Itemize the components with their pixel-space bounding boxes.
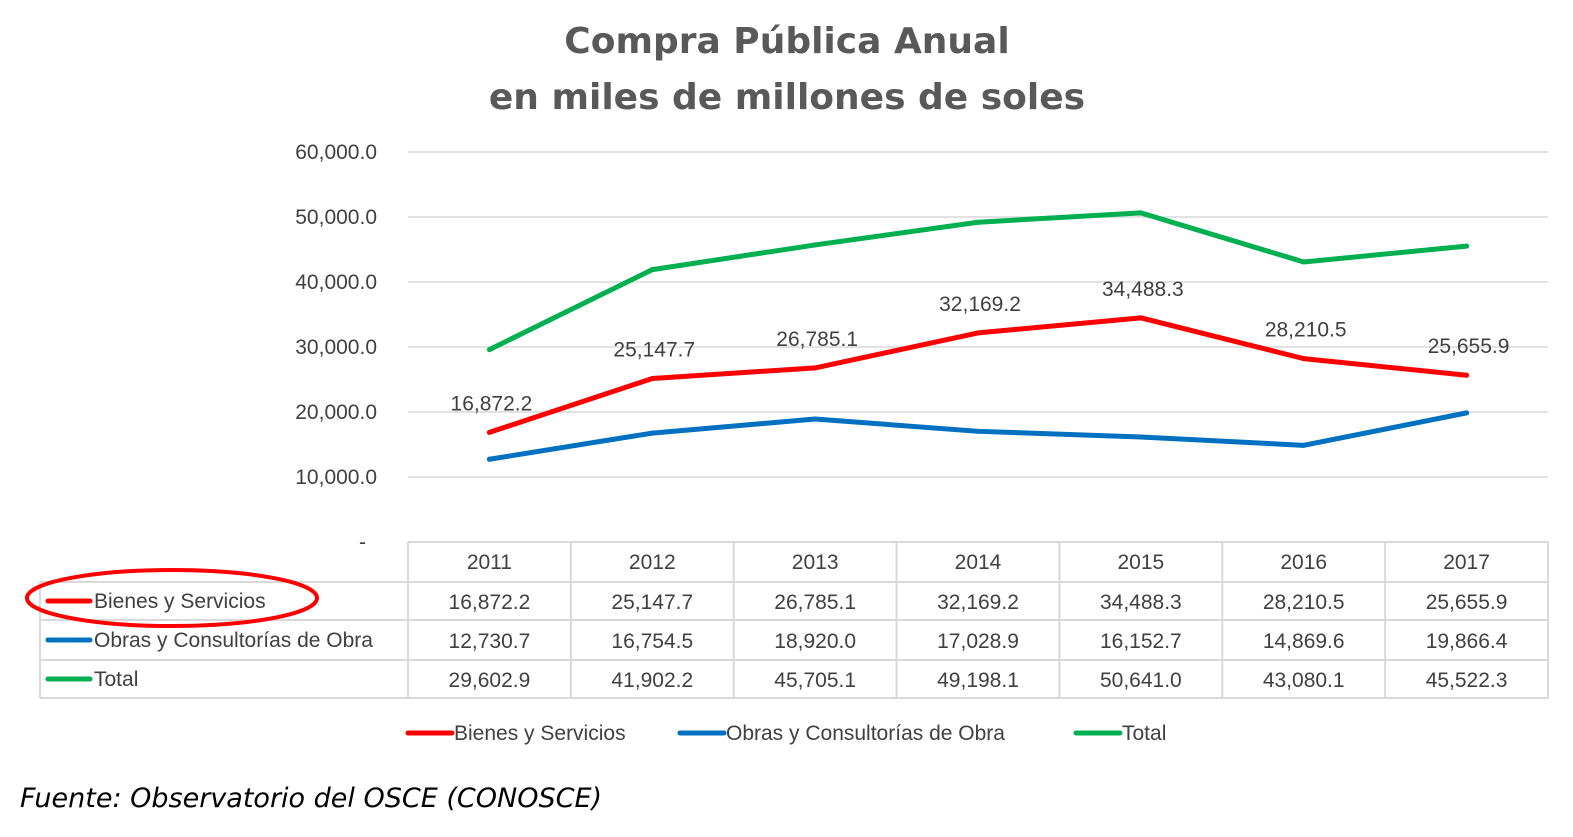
data-point: [1301, 356, 1307, 362]
chart-title-line: Compra Pública Anual: [564, 21, 1009, 62]
data-label: 26,785.1: [776, 328, 858, 351]
highlight-ellipse: [25, 568, 319, 628]
table-cell: 16,152.7: [1100, 630, 1182, 653]
table-cell: 16,754.5: [611, 630, 693, 653]
y-tick-label: -: [359, 531, 366, 554]
table-cell: 14,869.6: [1263, 630, 1345, 653]
x-category-label: 2014: [955, 551, 1002, 574]
data-label: 34,488.3: [1102, 278, 1184, 301]
data-point: [812, 416, 818, 422]
table-cell: 25,655.9: [1426, 591, 1508, 614]
y-tick-label: 30,000.0: [295, 336, 377, 359]
data-point: [1138, 315, 1144, 321]
table-cell: 43,080.1: [1263, 669, 1345, 692]
data-point: [1464, 243, 1470, 249]
table-cell: 29,602.9: [449, 669, 531, 692]
legend-label: Bienes y Servicios: [454, 722, 626, 745]
table-cell: 16,872.2: [449, 591, 531, 614]
table-row-label: Obras y Consultorías de Obra: [94, 629, 373, 652]
data-label: 28,210.5: [1265, 319, 1347, 342]
table-cell: 26,785.1: [774, 591, 856, 614]
data-point: [1301, 259, 1307, 265]
data-point: [649, 376, 655, 382]
data-label: 16,872.2: [451, 392, 533, 415]
data-point: [486, 429, 492, 435]
table-cell: 50,641.0: [1100, 669, 1182, 692]
table-cell: 12,730.7: [449, 630, 531, 653]
x-category-label: 2013: [792, 551, 839, 574]
table-cell: 45,705.1: [774, 669, 856, 692]
table-cell: 25,147.7: [611, 591, 693, 614]
table-cell: 49,198.1: [937, 669, 1019, 692]
legend-label: Obras y Consultorías de Obra: [726, 722, 1005, 745]
data-point: [649, 267, 655, 273]
x-category-label: 2016: [1280, 551, 1327, 574]
table-cell: 45,522.3: [1426, 669, 1508, 692]
data-point: [649, 430, 655, 436]
y-tick-label: 50,000.0: [295, 206, 377, 229]
chart-title-line: en miles de millones de soles: [489, 77, 1085, 118]
data-point: [812, 242, 818, 248]
y-tick-label: 10,000.0: [295, 466, 377, 489]
data-point: [1301, 442, 1307, 448]
table-row-label: Total: [94, 668, 138, 691]
data-point: [1464, 410, 1470, 416]
table-cell: 41,902.2: [611, 669, 693, 692]
y-tick-label: 40,000.0: [295, 271, 377, 294]
table-cell: 34,488.3: [1100, 591, 1182, 614]
data-point: [975, 428, 981, 434]
data-point: [975, 219, 981, 225]
x-category-label: 2015: [1117, 551, 1164, 574]
x-category-label: 2011: [467, 551, 512, 574]
y-tick-label: 20,000.0: [295, 401, 377, 424]
data-point: [812, 365, 818, 371]
data-point: [486, 347, 492, 353]
data-point: [1464, 372, 1470, 378]
data-point: [486, 456, 492, 462]
data-point: [975, 330, 981, 336]
data-label: 25,147.7: [613, 339, 695, 362]
data-label: 32,169.2: [939, 293, 1021, 316]
y-tick-label: 60,000.0: [295, 141, 377, 164]
data-label: 25,655.9: [1428, 335, 1510, 358]
x-category-label: 2017: [1443, 551, 1490, 574]
legend-label: Total: [1122, 722, 1166, 745]
table-cell: 28,210.5: [1263, 591, 1345, 614]
data-point: [1138, 434, 1144, 440]
x-category-label: 2012: [629, 551, 676, 574]
table-row-label: Bienes y Servicios: [94, 590, 266, 613]
series-line: [486, 410, 1470, 462]
data-point: [1138, 210, 1144, 216]
table-cell: 17,028.9: [937, 630, 1019, 653]
table-cell: 19,866.4: [1426, 630, 1508, 653]
table-cell: 32,169.2: [937, 591, 1019, 614]
table-cell: 18,920.0: [774, 630, 856, 653]
